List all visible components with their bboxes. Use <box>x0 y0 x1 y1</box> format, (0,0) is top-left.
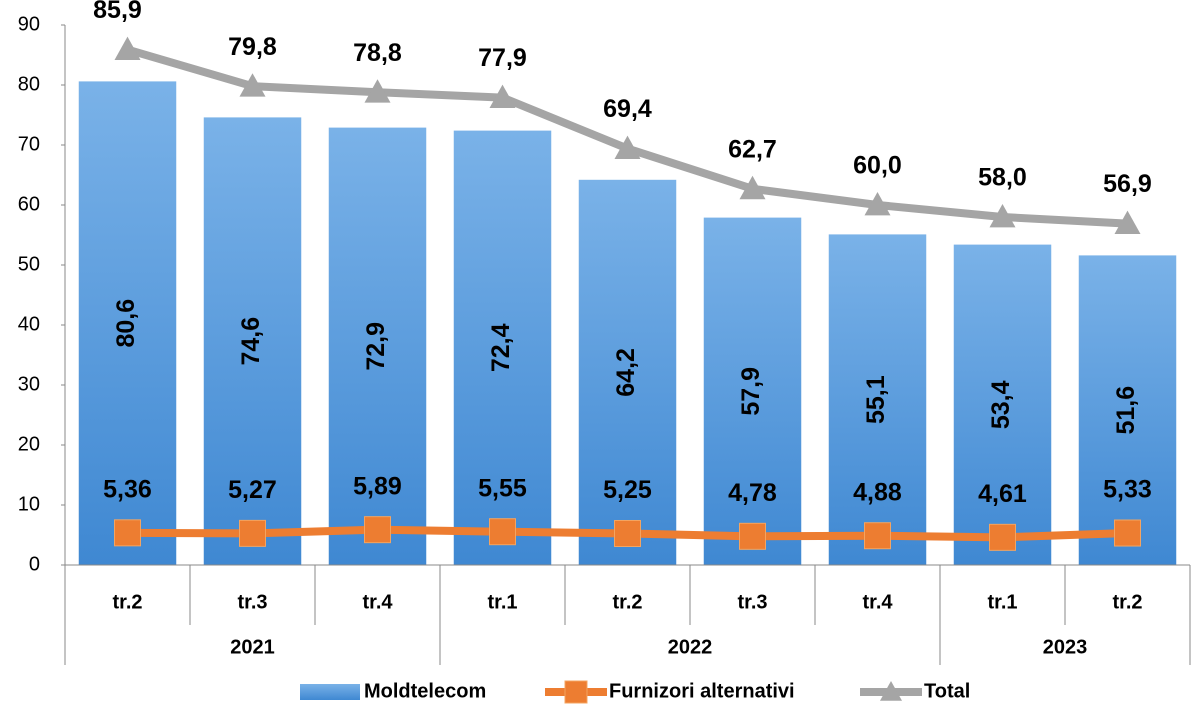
legend-label: Moldtelecom <box>364 680 486 702</box>
y-tick-label: 30 <box>18 373 40 395</box>
data-label: 60,0 <box>853 152 902 180</box>
bar <box>953 244 1052 565</box>
bar <box>78 81 177 566</box>
x-tick-label: tr.2 <box>612 591 642 613</box>
marker <box>1114 519 1141 547</box>
data-label: 78,8 <box>353 39 402 67</box>
data-label: 5,27 <box>228 476 277 504</box>
marker <box>564 680 588 704</box>
data-label: 5,25 <box>603 476 652 504</box>
marker <box>989 523 1016 551</box>
bar <box>203 117 302 566</box>
marker <box>239 73 266 97</box>
group-label: 2022 <box>668 636 713 658</box>
marker <box>239 519 266 547</box>
marker <box>1114 210 1141 234</box>
data-label: 58,0 <box>978 164 1027 192</box>
data-label: 85,9 <box>93 0 142 24</box>
x-tick-label: tr.1 <box>487 591 517 613</box>
x-tick-label: tr.3 <box>737 591 767 613</box>
data-label: 62,7 <box>728 135 777 163</box>
data-label: 55,1 <box>862 375 890 424</box>
marker <box>364 516 391 544</box>
marker <box>739 175 766 200</box>
marker <box>864 522 891 550</box>
data-label: 4,88 <box>853 478 902 506</box>
data-label: 77,9 <box>478 44 527 72</box>
data-label: 74,6 <box>237 317 265 366</box>
data-label: 5,89 <box>353 472 402 500</box>
bar <box>703 217 802 565</box>
group-label: 2023 <box>1043 636 1088 658</box>
legend-label: Furnizori alternativi <box>609 680 795 702</box>
group-label: 2021 <box>230 636 275 658</box>
bar <box>578 179 677 566</box>
marker <box>489 518 516 546</box>
x-tick-label: tr.1 <box>987 591 1017 613</box>
marker <box>989 204 1016 228</box>
x-tick-label: tr.2 <box>1112 591 1142 613</box>
y-tick-label: 60 <box>18 193 40 215</box>
y-tick-label: 50 <box>18 253 40 275</box>
x-tick-label: tr.4 <box>862 591 893 613</box>
marker <box>114 36 141 60</box>
bar <box>1078 255 1177 565</box>
y-tick-label: 80 <box>18 73 40 95</box>
bar <box>453 130 552 565</box>
data-label: 5,36 <box>103 475 152 503</box>
data-label: 72,4 <box>487 323 515 372</box>
data-label: 5,33 <box>1103 476 1152 504</box>
marker <box>864 192 891 216</box>
marker <box>614 520 641 547</box>
data-label: 80,6 <box>112 299 140 348</box>
x-tick-label: tr.3 <box>237 591 267 613</box>
legend-label: Total <box>924 680 970 702</box>
marker <box>489 84 516 108</box>
y-tick-label: 20 <box>18 433 40 455</box>
data-label: 64,2 <box>612 348 640 397</box>
data-label: 4,61 <box>978 480 1027 508</box>
marker <box>614 135 641 159</box>
data-label: 4,78 <box>728 479 777 507</box>
marker <box>880 681 902 701</box>
y-tick-label: 70 <box>18 133 40 155</box>
data-label: 69,4 <box>603 95 652 123</box>
marker <box>364 79 391 103</box>
marker <box>739 522 766 550</box>
y-tick-label: 0 <box>29 553 40 575</box>
data-label: 53,4 <box>987 380 1015 429</box>
bar <box>828 234 927 565</box>
y-tick-label: 90 <box>18 13 40 35</box>
legend-swatch <box>300 684 360 700</box>
y-tick-label: 10 <box>18 493 40 515</box>
bar <box>328 127 427 565</box>
x-tick-label: tr.2 <box>112 591 142 613</box>
data-label: 56,9 <box>1103 170 1152 198</box>
marker <box>114 519 141 547</box>
data-label: 72,9 <box>362 322 390 371</box>
x-tick-label: tr.4 <box>362 591 393 613</box>
data-label: 57,9 <box>737 367 765 416</box>
data-label: 5,55 <box>478 474 527 502</box>
data-label: 51,6 <box>1112 386 1140 435</box>
y-tick-label: 40 <box>18 313 40 335</box>
data-label: 79,8 <box>228 33 277 61</box>
